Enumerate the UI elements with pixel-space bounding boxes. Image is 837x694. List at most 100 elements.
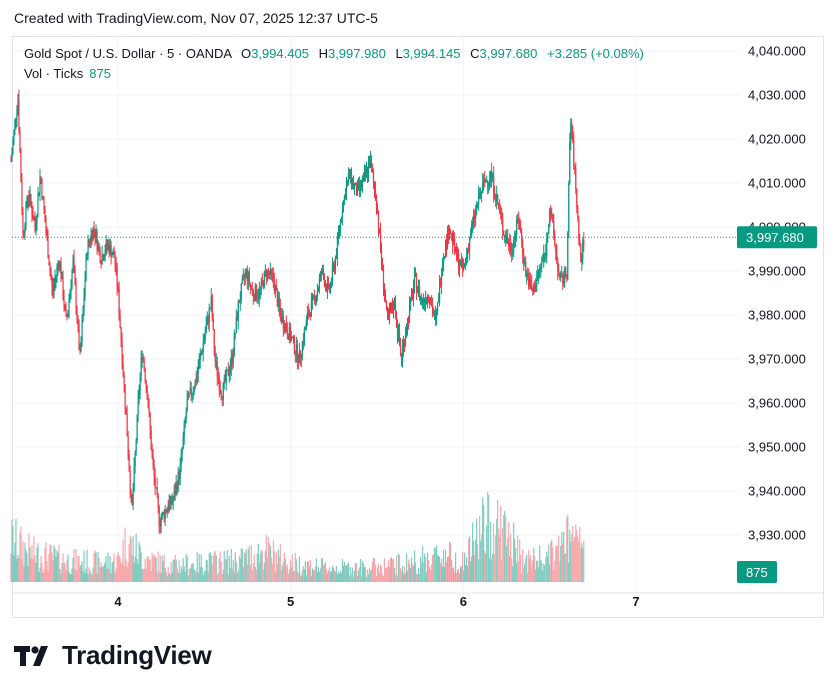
candle-body bbox=[100, 262, 102, 264]
tradingview-logo[interactable]: TradingView bbox=[14, 640, 212, 671]
candle-body bbox=[96, 231, 98, 249]
volume-bar bbox=[115, 568, 117, 582]
candle-body bbox=[303, 329, 305, 344]
volume-label[interactable]: Vol · Ticks bbox=[24, 66, 84, 81]
volume-bar bbox=[455, 552, 457, 582]
candle-body bbox=[509, 242, 511, 247]
candle-body bbox=[376, 208, 379, 212]
volume-bar bbox=[546, 551, 548, 582]
volume-bar bbox=[262, 569, 264, 582]
volume-bar bbox=[327, 570, 330, 582]
volume-bar bbox=[311, 568, 313, 582]
candle-body bbox=[502, 218, 504, 231]
volume-bar bbox=[12, 525, 14, 582]
volume-bar bbox=[510, 533, 512, 582]
candle-body bbox=[102, 254, 104, 260]
volume-bar bbox=[125, 559, 127, 582]
candle-body bbox=[399, 345, 402, 354]
symbol-label[interactable]: Gold Spot / U.S. Dollar · 5 · OANDA bbox=[24, 46, 232, 61]
volume-bar bbox=[561, 532, 563, 582]
volume-bar bbox=[129, 535, 131, 582]
time-axis[interactable]: 4 5 6 7 bbox=[114, 594, 639, 609]
candle-body bbox=[178, 472, 180, 479]
candle-body bbox=[121, 342, 123, 364]
volume-bar bbox=[351, 567, 354, 582]
candle-body bbox=[123, 375, 125, 385]
volume-bar bbox=[155, 558, 157, 582]
candle-body bbox=[241, 279, 243, 284]
volume-bar bbox=[471, 556, 473, 582]
volume-bar bbox=[416, 574, 419, 582]
volume-bar bbox=[149, 559, 151, 582]
candle-body bbox=[92, 227, 94, 241]
volume-bar bbox=[53, 545, 55, 582]
candle-body bbox=[442, 257, 445, 263]
candle-body bbox=[521, 232, 523, 242]
candle-body bbox=[443, 255, 446, 258]
candle-body bbox=[364, 172, 367, 176]
candle-body bbox=[435, 311, 438, 319]
volume-bar bbox=[519, 539, 521, 582]
candle-body bbox=[341, 211, 344, 219]
candle-body bbox=[524, 261, 526, 264]
volume-bar bbox=[375, 575, 378, 582]
volume-bar bbox=[568, 562, 570, 582]
candle-body bbox=[205, 325, 207, 333]
candle-body bbox=[15, 118, 17, 121]
candle-body bbox=[143, 358, 145, 370]
volume-bar bbox=[539, 545, 541, 582]
candle-body bbox=[349, 169, 352, 176]
candle-body bbox=[206, 317, 208, 326]
candle-body bbox=[167, 509, 169, 511]
volume-bar bbox=[336, 574, 339, 582]
volume-bar bbox=[168, 572, 170, 582]
volume-bar bbox=[199, 566, 201, 582]
candle-body bbox=[379, 230, 382, 250]
volume-bar bbox=[223, 550, 225, 582]
candle-body bbox=[248, 272, 250, 284]
candle-body bbox=[394, 299, 397, 318]
volume-bar bbox=[83, 550, 85, 582]
candle-body bbox=[61, 276, 63, 279]
volume-bar bbox=[573, 540, 575, 582]
candle-body bbox=[393, 299, 396, 310]
volume-bar bbox=[187, 575, 189, 582]
candle-body bbox=[578, 216, 580, 241]
candle-body bbox=[119, 314, 121, 328]
price-axis[interactable]: 3,930.000 3,940.000 3,950.000 3,960.000 3,97… bbox=[748, 44, 806, 543]
volume-bar bbox=[111, 562, 113, 582]
candle-body bbox=[581, 258, 583, 263]
candle-body bbox=[188, 392, 190, 394]
candle-body bbox=[66, 316, 68, 317]
candle-body bbox=[260, 280, 262, 289]
volume-bar bbox=[162, 560, 164, 582]
volume-bar bbox=[64, 562, 66, 582]
candle-body bbox=[177, 472, 179, 490]
volume-bar bbox=[127, 562, 129, 582]
candle-body bbox=[186, 399, 188, 412]
volume-bar bbox=[243, 552, 245, 582]
candle-body bbox=[113, 251, 115, 258]
candle-body bbox=[479, 193, 481, 199]
candle-body bbox=[126, 414, 128, 437]
volume-bar bbox=[571, 533, 573, 582]
candle-body bbox=[567, 232, 569, 279]
candle-body bbox=[428, 298, 431, 304]
volume-bar bbox=[449, 542, 452, 582]
volume-bar bbox=[404, 573, 407, 582]
candle-body bbox=[548, 224, 550, 234]
volume-bar bbox=[14, 542, 16, 582]
volume-bar bbox=[384, 568, 387, 582]
candle-body bbox=[330, 281, 333, 283]
candle-body bbox=[136, 414, 138, 441]
candle-body bbox=[208, 308, 210, 323]
volume-bar bbox=[395, 555, 398, 582]
volume-bar bbox=[173, 560, 175, 582]
candle-body bbox=[302, 342, 304, 344]
volume-bar bbox=[97, 551, 99, 582]
volume-bar bbox=[189, 568, 191, 582]
volume-bar bbox=[483, 505, 485, 582]
candle-body bbox=[493, 175, 495, 194]
volume-bar bbox=[348, 576, 351, 582]
